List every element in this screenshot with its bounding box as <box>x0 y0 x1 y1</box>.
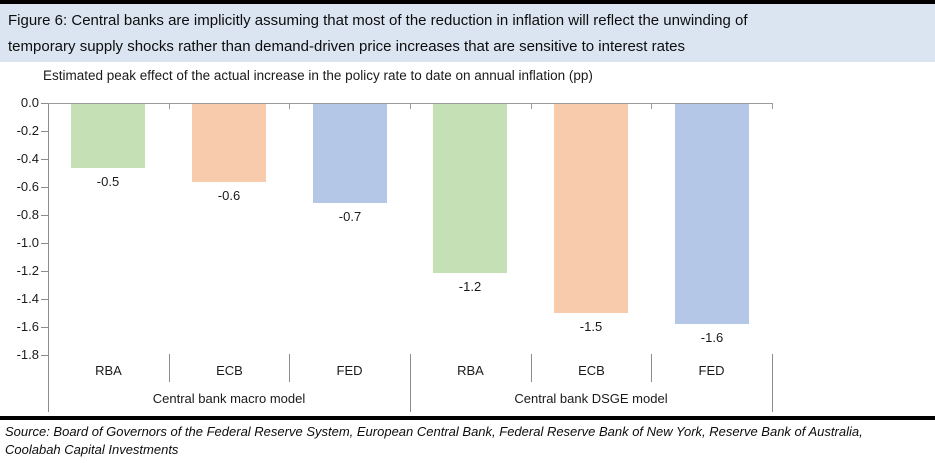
bottom-rule <box>0 416 935 420</box>
figure-title-line-1: Figure 6: Central banks are implicitly a… <box>8 12 748 29</box>
bar-value-label: -1.2 <box>458 279 482 294</box>
category-axis-tick <box>289 104 290 109</box>
group-separator <box>772 354 773 412</box>
y-axis-tick <box>41 159 48 160</box>
category-label: ECB <box>578 363 605 378</box>
y-axis-tick <box>41 187 48 188</box>
y-axis-tick <box>41 271 48 272</box>
category-separator <box>531 354 532 382</box>
figure-title-line-2: temporary supply shocks rather than dema… <box>8 38 685 55</box>
y-axis-label: -0.2 <box>16 123 39 138</box>
y-axis-label: -1.6 <box>16 319 39 334</box>
bar-value-label: -0.5 <box>96 174 120 189</box>
y-axis-tick <box>41 243 48 244</box>
y-axis-tick <box>41 355 48 356</box>
y-axis-label: -1.0 <box>16 235 39 250</box>
bar-value-label: -0.6 <box>217 188 241 203</box>
y-axis-label: -0.6 <box>16 179 39 194</box>
y-axis-label: -1.2 <box>16 263 39 278</box>
y-axis-label: -0.8 <box>16 207 39 222</box>
chart-title: Estimated peak effect of the actual incr… <box>43 68 593 83</box>
y-axis-tick <box>41 215 48 216</box>
category-separator <box>651 354 652 382</box>
group-label: Central bank DSGE model <box>514 391 668 406</box>
y-axis-label: -1.8 <box>16 347 39 362</box>
y-axis-tick <box>41 299 48 300</box>
bar-value-label: -1.5 <box>579 319 603 334</box>
y-axis-tick <box>41 327 48 328</box>
group-separator <box>410 354 411 412</box>
category-axis-tick <box>410 104 411 109</box>
y-axis-tick <box>41 131 48 132</box>
category-label: RBA <box>95 363 122 378</box>
bar-fed-macro <box>313 104 387 203</box>
bar-value-label: -1.6 <box>700 330 724 345</box>
bar-value-label: -0.7 <box>338 209 362 224</box>
category-label: ECB <box>216 363 243 378</box>
category-label: FED <box>336 363 363 378</box>
category-axis-line <box>48 103 773 104</box>
bar-rba-dsge <box>433 104 507 273</box>
category-axis-tick <box>772 104 773 109</box>
category-axis-tick <box>169 104 170 109</box>
y-axis-tick <box>41 103 48 104</box>
bar-ecb-macro <box>192 104 266 182</box>
y-axis-label: 0.0 <box>20 95 39 110</box>
bar-fed-dsge <box>675 104 749 324</box>
bar-ecb-dsge <box>554 104 628 313</box>
y-axis-label: -1.4 <box>16 291 39 306</box>
category-label: FED <box>698 363 725 378</box>
source-line-1: Source: Board of Governors of the Federa… <box>5 424 863 439</box>
bar-rba-macro <box>71 104 145 168</box>
y-axis-label: -0.4 <box>16 151 39 166</box>
y-axis-line <box>48 103 49 412</box>
category-separator <box>289 354 290 382</box>
category-axis-tick <box>651 104 652 109</box>
figure-title-bar: Figure 6: Central banks are implicitly a… <box>0 0 935 62</box>
source-line-2: Coolabah Capital Investments <box>5 442 179 457</box>
group-label: Central bank macro model <box>152 391 306 406</box>
category-separator <box>169 354 170 382</box>
category-axis-tick <box>531 104 532 109</box>
category-label: RBA <box>457 363 484 378</box>
source-note: Source: Board of Governors of the Federa… <box>5 423 930 459</box>
